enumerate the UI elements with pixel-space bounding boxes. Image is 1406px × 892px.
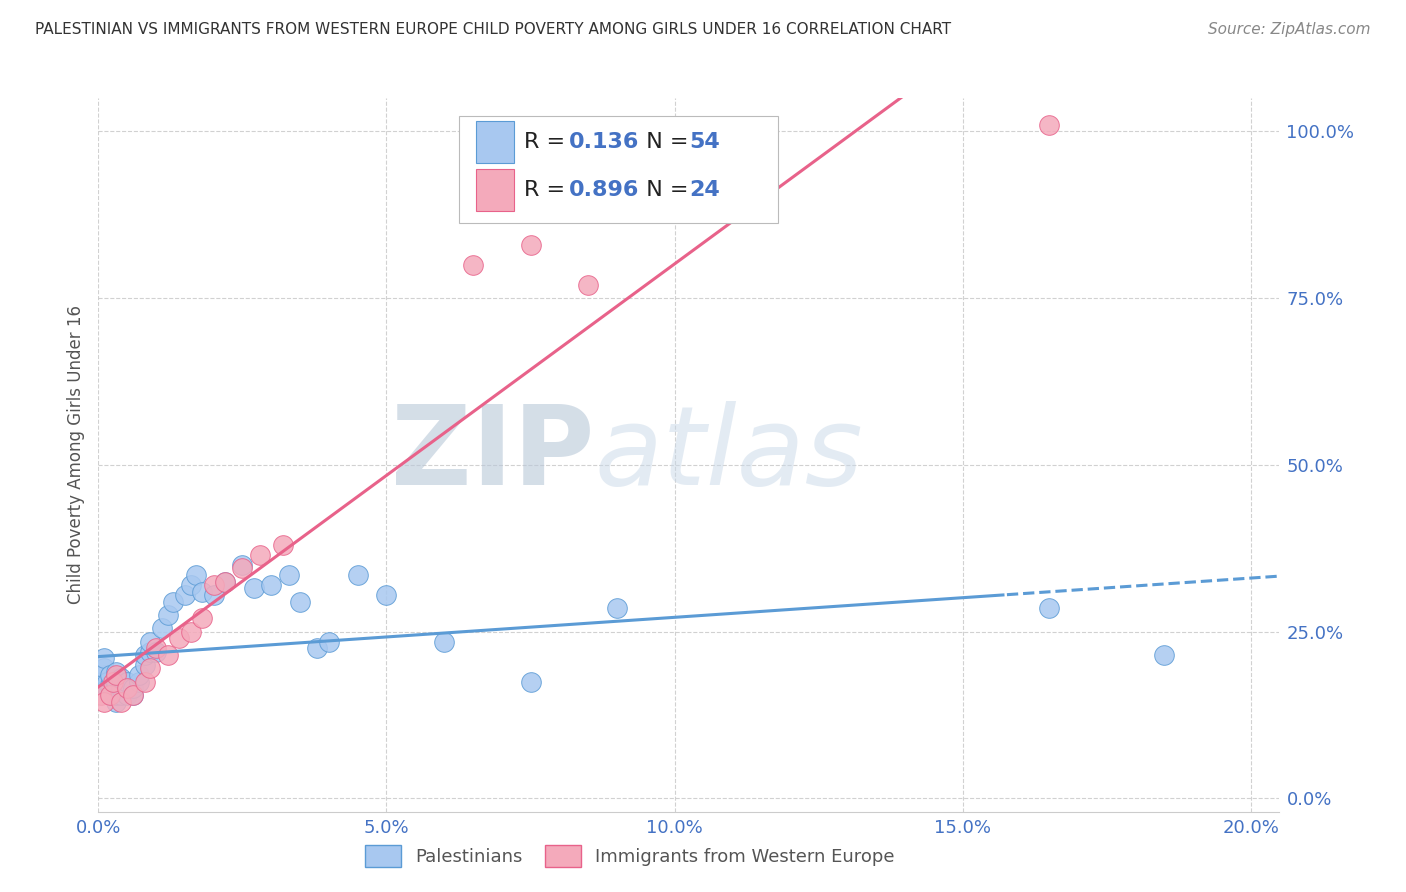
Point xyxy=(104,665,127,679)
FancyBboxPatch shape xyxy=(477,169,515,211)
Point xyxy=(110,695,132,709)
Point xyxy=(98,688,121,702)
Point xyxy=(519,237,541,252)
Point xyxy=(150,621,173,635)
Point xyxy=(98,688,121,702)
Point xyxy=(90,688,112,702)
Legend: Palestinians, Immigrants from Western Europe: Palestinians, Immigrants from Western Eu… xyxy=(359,838,901,874)
Point xyxy=(318,634,340,648)
Point xyxy=(202,578,225,592)
Point xyxy=(214,574,236,589)
Point xyxy=(134,658,156,673)
FancyBboxPatch shape xyxy=(458,116,778,223)
Point xyxy=(375,588,398,602)
Point xyxy=(461,258,484,272)
Point xyxy=(145,645,167,659)
Point xyxy=(202,588,225,602)
Point xyxy=(277,568,299,582)
Point xyxy=(145,641,167,656)
Point xyxy=(122,681,145,696)
Point xyxy=(307,641,329,656)
Point xyxy=(243,582,266,596)
Text: 0.896: 0.896 xyxy=(568,180,638,200)
Point xyxy=(231,558,253,572)
Point xyxy=(1153,648,1175,662)
Point xyxy=(93,661,115,675)
Point xyxy=(346,568,368,582)
Point xyxy=(104,688,127,702)
Point xyxy=(167,632,190,646)
Point xyxy=(128,674,150,689)
Point xyxy=(173,588,195,602)
Point xyxy=(101,674,124,689)
Point xyxy=(110,681,132,696)
Text: 54: 54 xyxy=(689,132,720,152)
Point xyxy=(104,695,127,709)
Point xyxy=(433,634,456,648)
Point xyxy=(134,674,156,689)
Text: ZIP: ZIP xyxy=(391,401,595,508)
Point xyxy=(122,688,145,702)
Point xyxy=(128,668,150,682)
Point xyxy=(96,681,118,696)
Point xyxy=(576,277,599,292)
Text: R =: R = xyxy=(523,180,572,200)
Point xyxy=(104,668,127,682)
Point xyxy=(134,648,156,662)
Point xyxy=(115,681,138,696)
Point xyxy=(606,601,628,615)
Text: N =: N = xyxy=(633,132,696,152)
Text: atlas: atlas xyxy=(595,401,863,508)
Point xyxy=(122,688,145,702)
Point xyxy=(115,688,138,702)
Point xyxy=(139,645,162,659)
Point xyxy=(115,674,138,689)
Point xyxy=(115,681,138,696)
Text: R =: R = xyxy=(523,132,572,152)
Point xyxy=(139,661,162,675)
Point xyxy=(1038,601,1060,615)
Y-axis label: Child Poverty Among Girls Under 16: Child Poverty Among Girls Under 16 xyxy=(66,305,84,605)
Point xyxy=(139,634,162,648)
Point xyxy=(249,548,271,562)
Text: PALESTINIAN VS IMMIGRANTS FROM WESTERN EUROPE CHILD POVERTY AMONG GIRLS UNDER 16: PALESTINIAN VS IMMIGRANTS FROM WESTERN E… xyxy=(35,22,952,37)
Point xyxy=(93,695,115,709)
Point xyxy=(98,668,121,682)
Point xyxy=(231,561,253,575)
Point xyxy=(93,651,115,665)
Point xyxy=(271,538,294,552)
Point xyxy=(93,668,115,682)
Point xyxy=(96,674,118,689)
Point xyxy=(98,678,121,692)
Point xyxy=(1038,118,1060,132)
Text: 0.136: 0.136 xyxy=(568,132,638,152)
Point xyxy=(104,674,127,689)
Point xyxy=(180,624,202,639)
Point xyxy=(186,568,208,582)
Point xyxy=(260,578,283,592)
Point xyxy=(101,684,124,698)
Point xyxy=(162,594,184,608)
Point xyxy=(156,648,179,662)
Point xyxy=(156,607,179,622)
Point xyxy=(191,584,214,599)
Text: 24: 24 xyxy=(689,180,720,200)
Text: Source: ZipAtlas.com: Source: ZipAtlas.com xyxy=(1208,22,1371,37)
Text: N =: N = xyxy=(633,180,696,200)
Point xyxy=(519,674,541,689)
Point xyxy=(104,681,127,696)
Point xyxy=(93,681,115,696)
Point xyxy=(110,671,132,685)
Point xyxy=(191,611,214,625)
Point xyxy=(288,594,311,608)
Point xyxy=(110,688,132,702)
Point xyxy=(214,574,236,589)
Point xyxy=(180,578,202,592)
Point xyxy=(90,674,112,689)
FancyBboxPatch shape xyxy=(477,120,515,163)
